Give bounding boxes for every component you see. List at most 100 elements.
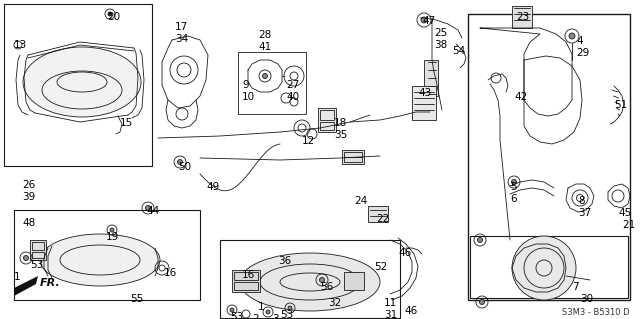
Text: 26: 26 (22, 180, 35, 190)
Text: 30: 30 (580, 294, 593, 304)
Text: 55: 55 (130, 294, 143, 304)
Text: 48: 48 (22, 218, 35, 228)
Text: 20: 20 (107, 12, 120, 22)
Text: 38: 38 (434, 40, 447, 50)
Bar (344, 152, 362, 157)
Text: 46: 46 (404, 306, 417, 316)
Text: 19: 19 (106, 232, 119, 242)
Text: 12: 12 (302, 136, 316, 146)
Bar (32, 252, 44, 258)
Bar (320, 122, 334, 130)
Text: 3: 3 (272, 314, 278, 319)
Bar (344, 272, 364, 290)
Bar (424, 60, 438, 96)
Circle shape (479, 300, 484, 305)
Text: 31: 31 (384, 310, 397, 319)
Text: 16: 16 (242, 270, 255, 280)
Text: 23: 23 (516, 12, 529, 22)
Bar (234, 272, 258, 280)
Bar (320, 110, 334, 120)
Bar (412, 86, 436, 120)
Text: 53: 53 (280, 310, 293, 319)
Text: 4: 4 (576, 36, 582, 46)
Text: 24: 24 (354, 196, 367, 206)
Text: FR.: FR. (40, 278, 61, 288)
Text: 5: 5 (510, 182, 516, 192)
Bar (318, 108, 336, 132)
Text: 18: 18 (334, 118, 348, 128)
Ellipse shape (40, 234, 160, 286)
Text: 13: 13 (14, 40, 28, 50)
Bar (470, 236, 628, 298)
Text: 50: 50 (178, 162, 191, 172)
Bar (30, 240, 46, 260)
Text: 36: 36 (278, 256, 291, 266)
Bar (368, 206, 388, 222)
Circle shape (512, 236, 576, 300)
Circle shape (266, 310, 270, 314)
Bar (344, 157, 362, 162)
Text: 8: 8 (578, 196, 584, 206)
Text: 16: 16 (164, 268, 177, 278)
Circle shape (262, 73, 268, 78)
Text: 34: 34 (175, 34, 188, 44)
Circle shape (177, 160, 182, 165)
Text: 27: 27 (286, 80, 300, 90)
Bar (468, 14, 630, 300)
Circle shape (24, 256, 29, 261)
Circle shape (110, 228, 114, 232)
Bar (234, 282, 258, 290)
Text: 1: 1 (14, 272, 20, 282)
Bar (238, 52, 306, 114)
Text: 32: 32 (328, 298, 341, 308)
Circle shape (145, 205, 150, 211)
Ellipse shape (23, 47, 141, 117)
Circle shape (108, 12, 112, 16)
Bar (220, 240, 400, 318)
Text: 52: 52 (374, 262, 387, 272)
Text: 44: 44 (146, 206, 159, 216)
Bar (512, 6, 532, 28)
Text: 51: 51 (614, 100, 627, 110)
Text: 54: 54 (452, 46, 465, 56)
Text: 37: 37 (578, 208, 591, 218)
Bar (4, 4, 152, 166)
Text: 47: 47 (422, 16, 435, 26)
Text: 35: 35 (334, 130, 348, 140)
Circle shape (511, 180, 516, 184)
Polygon shape (14, 276, 38, 296)
Text: 53: 53 (230, 312, 243, 319)
Text: 9: 9 (242, 80, 248, 90)
Text: 46: 46 (398, 248, 412, 258)
Circle shape (421, 17, 427, 23)
Bar (14, 210, 200, 300)
Circle shape (319, 278, 324, 283)
Text: 45: 45 (618, 208, 631, 218)
Bar (342, 150, 364, 164)
Text: 28: 28 (258, 30, 271, 40)
Text: 21: 21 (622, 220, 636, 230)
Text: 42: 42 (514, 92, 527, 102)
Text: 1: 1 (258, 302, 264, 312)
Text: 10: 10 (242, 92, 255, 102)
Text: 40: 40 (286, 92, 299, 102)
Bar (32, 242, 44, 250)
Text: 25: 25 (434, 28, 447, 38)
Text: 41: 41 (258, 42, 271, 52)
Circle shape (569, 33, 575, 39)
Text: 11: 11 (384, 298, 397, 308)
Text: 29: 29 (576, 48, 589, 58)
Bar (232, 270, 260, 292)
Text: 6: 6 (510, 194, 516, 204)
Text: 15: 15 (120, 118, 133, 128)
Text: 39: 39 (22, 192, 35, 202)
Text: 7: 7 (572, 282, 579, 292)
Ellipse shape (240, 253, 380, 311)
Text: 56: 56 (320, 282, 333, 292)
Text: 2: 2 (252, 314, 259, 319)
Text: S3M3 - B5310 D: S3M3 - B5310 D (562, 308, 630, 317)
Circle shape (230, 308, 234, 312)
Text: 53: 53 (30, 260, 44, 270)
Text: 22: 22 (376, 214, 389, 224)
Circle shape (288, 306, 292, 310)
